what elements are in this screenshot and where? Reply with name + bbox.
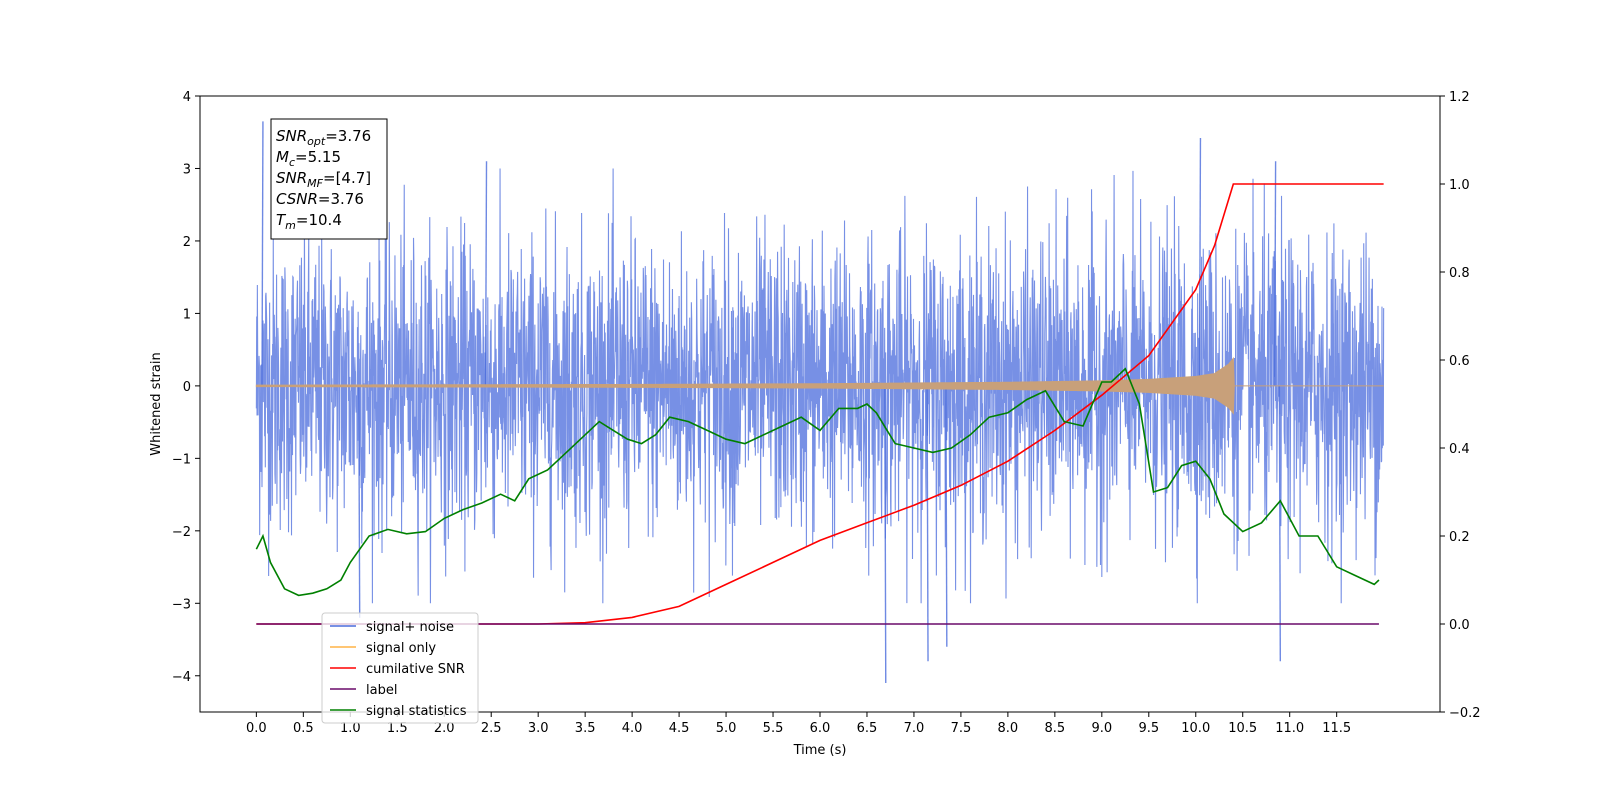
y2-tick-label: 0.4 [1449, 442, 1470, 457]
x-tick-label: 7.0 [904, 721, 925, 736]
annotation-box: SNRopt=3.76Mc=5.15SNRMF=[4.7]CSNR=3.76Tm… [270, 118, 388, 240]
y-tick-label: −4 [172, 670, 191, 685]
x-tick-label: 5.0 [716, 721, 737, 736]
annotation-value: =[4.7] [323, 169, 371, 187]
annotation-subscript: MF [307, 177, 323, 190]
annotation-line: SNRopt=3.76 [276, 127, 371, 148]
legend-entry: signal only [366, 641, 436, 656]
x-tick-label: 4.0 [622, 721, 643, 736]
y2-tick-label: −0.2 [1449, 706, 1481, 721]
signal-noise-spike-5 [926, 385, 929, 662]
x-tick-label: 4.5 [669, 721, 690, 736]
x-tick-label: 2.0 [434, 721, 455, 736]
plot-area [255, 121, 1385, 684]
legend: signal+ noise signal only cumilative SNR la… [321, 612, 479, 724]
signal-noise-spike-7 [1278, 385, 1282, 662]
series-signal-noise [255, 168, 1385, 604]
x-tick-label: 6.5 [857, 721, 878, 736]
annotation-line: CSNR=3.76 [276, 190, 364, 208]
x-tick-label: 5.5 [763, 721, 784, 736]
legend-entry: signal statistics [366, 704, 467, 719]
annotation-subscript: m [285, 219, 296, 232]
y2-tick-label: 0.0 [1449, 618, 1470, 633]
annotation-frame [270, 118, 388, 240]
y-tick-label: 1 [183, 307, 191, 322]
annotation-subscript: opt [307, 135, 326, 148]
annotation-value: =5.15 [295, 148, 341, 166]
y2-tick-label: 1.0 [1449, 178, 1470, 193]
x-tick-label: 10.5 [1228, 721, 1257, 736]
x-tick-label: 0.5 [293, 721, 314, 736]
x-tick-label: 3.0 [528, 721, 549, 736]
annotation-line: SNRMF=[4.7] [276, 169, 371, 190]
y-tick-label: −1 [172, 452, 191, 467]
signal-noise-spike-3 [1273, 161, 1277, 386]
x-tick-label: 2.5 [481, 721, 502, 736]
tick-layer: 0.0 0.5 1.0 1.5 2.0 2.5 3.0 3.5 4.0 4.5 5.0 5.5 6.0 6… [172, 90, 1481, 736]
annotation-line: Tm=10.4 [276, 211, 342, 232]
annotation-symbol: M [276, 148, 289, 166]
signal-noise-spike-0 [261, 121, 264, 386]
y2-tick-label: 1.2 [1449, 90, 1470, 105]
signal-noise-spike-8 [358, 385, 361, 618]
y-tick-label: −2 [172, 525, 191, 540]
annotation-line: Mc=5.15 [276, 148, 341, 169]
annotation-subscript: c [289, 156, 295, 169]
y-tick-label: 3 [183, 162, 191, 177]
legend-entry: signal+ noise [366, 620, 454, 635]
legend-entry: cumilative SNR [366, 662, 465, 677]
x-tick-label: 1.5 [387, 721, 408, 736]
y-tick-label: 4 [183, 90, 191, 105]
legend-entry: label [366, 683, 397, 698]
series-cumulative-snr [256, 183, 1384, 625]
annotation-symbol: SNR [276, 127, 307, 145]
signal-noise-spike-4 [884, 385, 887, 684]
x-tick-label: 6.0 [810, 721, 831, 736]
annotation-symbol: T [276, 211, 287, 229]
x-tick-label: 10.0 [1181, 721, 1210, 736]
y-axis-label: Whitened strain [149, 352, 164, 455]
y-tick-label: 0 [183, 380, 191, 395]
annotation-value: =10.4 [296, 211, 342, 229]
signal-noise-spike-1 [484, 161, 488, 386]
annotation-symbol: SNR [276, 169, 307, 187]
annotation-value: =3.76 [318, 190, 364, 208]
x-tick-label: 8.5 [1045, 721, 1066, 736]
x-tick-label: 9.5 [1138, 721, 1159, 736]
series-signal-statistics [255, 367, 1380, 597]
annotation-symbol: CSNR [276, 190, 318, 208]
x-tick-label: 8.0 [998, 721, 1019, 736]
y-tick-label: 2 [183, 235, 191, 250]
x-tick-label: 9.0 [1091, 721, 1112, 736]
x-tick-label: 11.5 [1322, 721, 1351, 736]
signal-noise-spike-6 [945, 385, 948, 647]
x-axis-label: Time (s) [793, 743, 847, 758]
series-signal-only [255, 356, 1384, 415]
x-tick-label: 1.0 [340, 721, 361, 736]
y-tick-label: −3 [172, 597, 191, 612]
y2-tick-label: 0.8 [1449, 266, 1470, 281]
y2-tick-label: 0.2 [1449, 530, 1470, 545]
x-tick-label: 3.5 [575, 721, 596, 736]
x-tick-label: 0.0 [246, 721, 267, 736]
annotation-value: =3.76 [325, 127, 371, 145]
x-tick-label: 11.0 [1275, 721, 1304, 736]
x-tick-label: 7.5 [951, 721, 972, 736]
legend-frame [321, 612, 479, 724]
signal-noise-spike-2 [1198, 138, 1202, 386]
y2-tick-label: 0.6 [1449, 354, 1470, 369]
